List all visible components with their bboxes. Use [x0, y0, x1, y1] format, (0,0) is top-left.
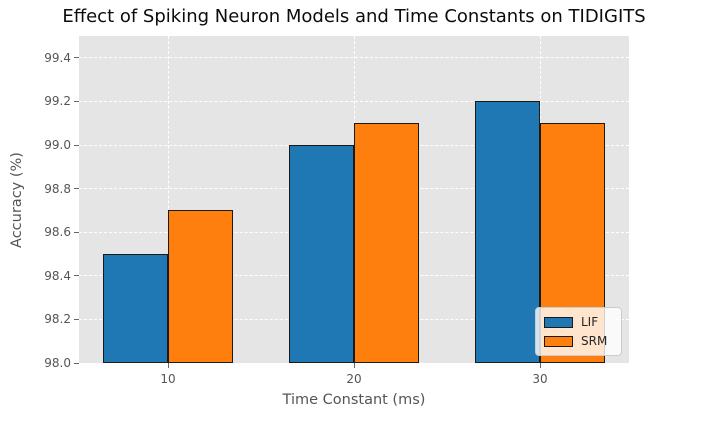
- y-tick-mark: [74, 318, 79, 320]
- bar-lif-30: [475, 101, 540, 363]
- legend-label-lif: LIF: [581, 315, 599, 329]
- y-tick-label: 98.6: [44, 225, 71, 240]
- bar-lif-20: [289, 145, 354, 363]
- bar-srm-10: [168, 210, 233, 363]
- chart-title: Effect of Spiking Neuron Models and Time…: [62, 6, 646, 27]
- x-axis-label: Time Constant (ms): [282, 392, 426, 408]
- y-tick-label: 98.0: [44, 356, 71, 370]
- y-tick-label: 99.2: [44, 94, 71, 109]
- y-tick-label: 98.2: [44, 312, 71, 327]
- legend-row-srm: SRM: [544, 333, 613, 349]
- bar-srm-20: [354, 123, 419, 363]
- y-tick-mark: [74, 275, 79, 277]
- legend-swatch-srm: [544, 335, 573, 347]
- y-tick-mark: [74, 188, 79, 190]
- grid-line-vertical: [167, 36, 169, 363]
- y-tick-label: 98.8: [44, 181, 71, 196]
- legend: LIF SRM: [535, 307, 622, 356]
- y-tick-mark: [74, 57, 79, 59]
- legend-row-lif: LIF: [544, 314, 613, 330]
- y-tick-label: 99.4: [44, 50, 71, 65]
- legend-label-srm: SRM: [581, 334, 608, 348]
- bar-lif-10: [103, 254, 168, 363]
- x-tick-label: 30: [532, 372, 548, 386]
- y-tick-label: 99.0: [44, 138, 71, 152]
- x-tick-label: 20: [346, 372, 362, 386]
- x-tick-label: 10: [160, 372, 176, 386]
- x-tick-mark: [353, 363, 355, 368]
- x-tick-mark: [167, 363, 169, 368]
- x-tick-mark: [539, 363, 541, 368]
- y-tick-mark: [74, 100, 79, 102]
- y-tick-mark: [74, 362, 79, 364]
- y-tick-mark: [74, 144, 79, 146]
- y-tick-label: 98.4: [44, 268, 71, 283]
- y-tick-mark: [74, 231, 79, 233]
- legend-swatch-lif: [544, 316, 573, 328]
